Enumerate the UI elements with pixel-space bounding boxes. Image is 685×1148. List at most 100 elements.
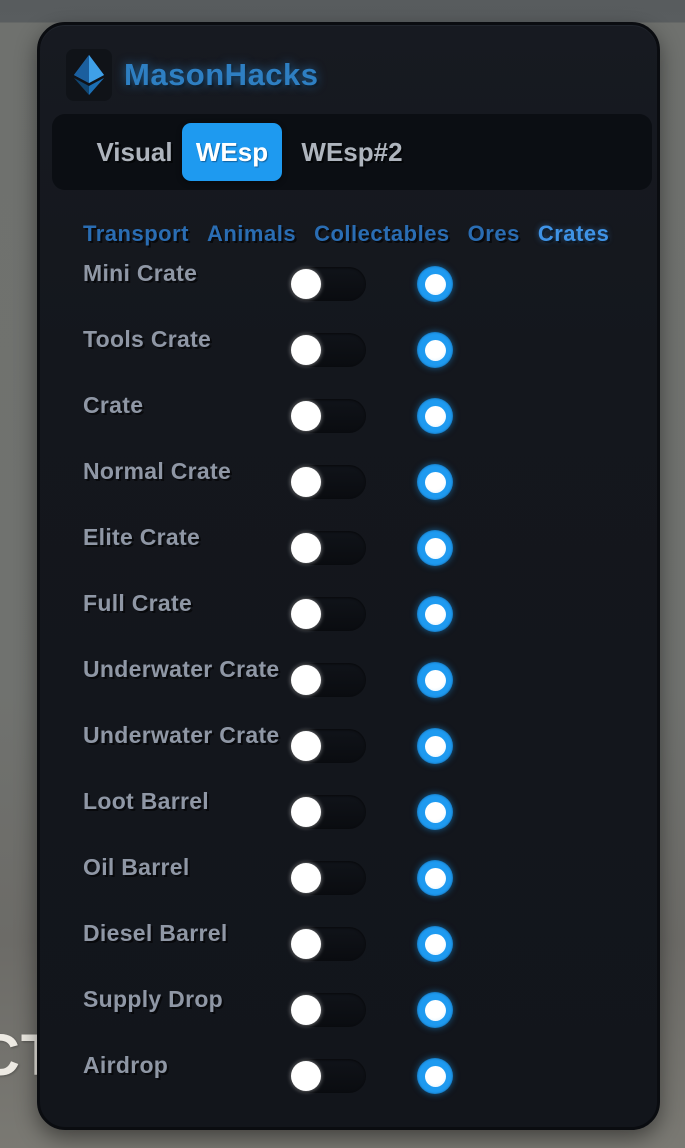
toggle-knob [291,401,321,431]
gem-icon [66,49,112,101]
item-label: Loot Barrel [83,788,209,814]
color-picker-center [424,339,446,361]
color-picker-center [424,999,446,1021]
item-color-picker[interactable] [417,464,453,500]
item-color-picker[interactable] [417,728,453,764]
category-tab[interactable]: Collectables [314,221,450,247]
category-tab[interactable]: Transport [83,221,189,247]
category-tab-label: Crates [537,221,610,246]
item-color-picker[interactable] [417,794,453,830]
item-toggle[interactable] [290,729,366,763]
app-title: MasonHacks [124,57,319,92]
list-item: Airdrop [40,1043,657,1109]
list-item: Full Crate [40,581,657,647]
color-picker-center [424,867,446,889]
list-item: Tools Crate [40,317,657,383]
list-item: Loot Barrel [40,779,657,845]
category-tab-label: Ores [467,221,520,246]
category-tab[interactable]: Ores [468,221,520,247]
color-picker-center [424,801,446,823]
color-picker-center [424,933,446,955]
category-tab-label: Animals [206,221,297,246]
main-tab[interactable]: WEsp#2 [282,123,422,181]
item-color-picker[interactable] [417,398,453,434]
item-label: Diesel Barrel [83,920,228,946]
item-color-picker[interactable] [417,266,453,302]
item-toggle[interactable] [290,795,366,829]
category-tab[interactable]: Animals [207,221,296,247]
color-picker-center [424,603,446,625]
item-toggle[interactable] [290,663,366,697]
toggle-knob [291,1061,321,1091]
list-item: Oil Barrel [40,845,657,911]
color-picker-center [424,471,446,493]
list-item: Underwater Crate [40,713,657,779]
item-label: Airdrop [83,1052,169,1078]
item-label: Tools Crate [83,326,212,352]
toggle-knob [291,665,321,695]
list-item: Diesel Barrel [40,911,657,977]
item-color-picker[interactable] [417,662,453,698]
item-toggle[interactable] [290,597,366,631]
item-color-picker[interactable] [417,926,453,962]
item-color-picker[interactable] [417,860,453,896]
list-item: Crate [40,383,657,449]
item-label: Underwater Crate [83,722,280,748]
color-picker-center [424,735,446,757]
toggle-knob [291,335,321,365]
item-label: Full Crate [83,590,193,616]
item-label: Crate [83,392,144,418]
color-picker-center [424,405,446,427]
toggle-knob [291,797,321,827]
main-tab-bar: Visual WEsp WEsp#2 [52,114,652,190]
item-list: Mini Crate Tools Crate Crate Normal Crat… [40,251,657,1109]
toggle-knob [291,467,321,497]
toggle-knob [291,731,321,761]
tab-label: WEsp#2 [301,136,403,167]
item-toggle[interactable] [290,927,366,961]
list-item: Supply Drop [40,977,657,1043]
item-toggle[interactable] [290,993,366,1027]
item-color-picker[interactable] [417,1058,453,1094]
main-tab[interactable]: WEsp [182,123,282,181]
category-tab-label: Collectables [314,221,450,246]
toggle-knob [291,863,321,893]
item-color-picker[interactable] [417,530,453,566]
item-toggle[interactable] [290,399,366,433]
toggle-knob [291,599,321,629]
item-label: Oil Barrel [83,854,190,880]
list-item: Mini Crate [40,251,657,317]
list-item: Underwater Crate [40,647,657,713]
toggle-knob [291,929,321,959]
item-toggle[interactable] [290,267,366,301]
item-label: Normal Crate [83,458,232,484]
category-tab-label: Transport [83,221,189,246]
category-nav: Transport Animals Collectables Ores Crat… [83,221,655,247]
toggle-knob [291,533,321,563]
list-item: Elite Crate [40,515,657,581]
toggle-knob [291,269,321,299]
item-toggle[interactable] [290,531,366,565]
item-toggle[interactable] [290,333,366,367]
tab-label: Visual [96,136,173,167]
item-color-picker[interactable] [417,596,453,632]
toggle-knob [291,995,321,1025]
brand-header: MasonHacks [66,49,319,101]
color-picker-center [424,273,446,295]
list-item: Normal Crate [40,449,657,515]
item-label: Elite Crate [83,524,201,550]
category-tab[interactable]: Crates [538,221,609,247]
color-picker-center [424,537,446,559]
item-color-picker[interactable] [417,332,453,368]
main-tab[interactable]: Visual [87,123,182,181]
item-toggle[interactable] [290,1059,366,1093]
masonhacks-window: MasonHacks Visual WEsp WEsp#2 Transport … [37,22,660,1130]
item-color-picker[interactable] [417,992,453,1028]
color-picker-center [424,1065,446,1087]
item-label: Underwater Crate [83,656,280,682]
item-toggle[interactable] [290,861,366,895]
color-picker-center [424,669,446,691]
item-label: Supply Drop [83,986,224,1012]
item-toggle[interactable] [290,465,366,499]
tab-label: WEsp [195,136,269,167]
